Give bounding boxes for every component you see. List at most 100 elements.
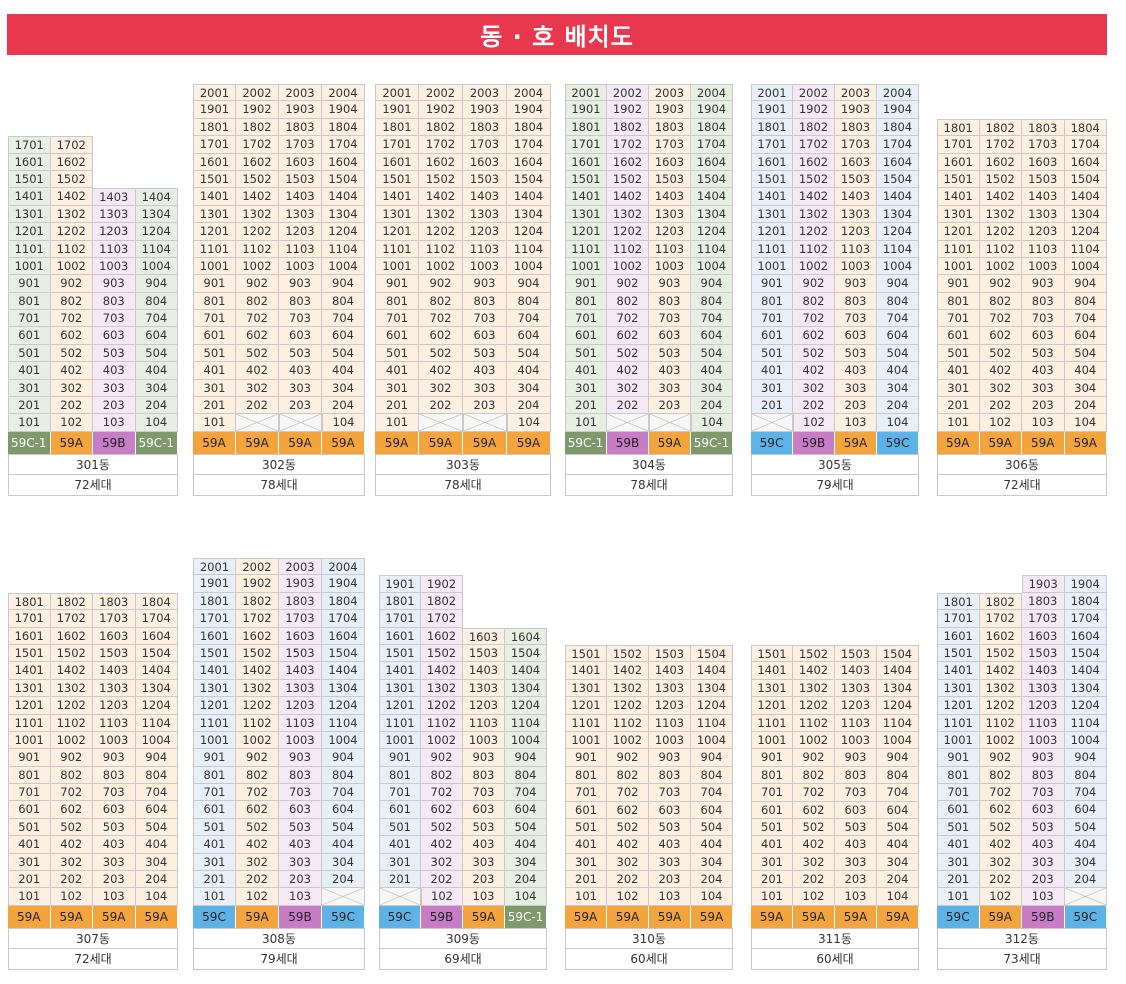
unit-cell: 604: [322, 801, 365, 819]
unit-cell: 704: [877, 784, 919, 802]
unit-cell: 1302: [979, 679, 1022, 698]
unit-cell: 1201: [193, 223, 236, 241]
unit-cell: 702: [50, 784, 93, 802]
unit-cell: 1701: [8, 610, 51, 628]
unit-cell: 901: [375, 275, 419, 293]
unit-cell: 1404: [322, 188, 365, 206]
unit-cell: 104: [691, 888, 733, 906]
unit-cell: 301: [751, 853, 793, 872]
unit-cell: 1503: [835, 170, 877, 189]
unit-cell: 1803: [463, 118, 507, 137]
unit-cell: 1004: [322, 731, 365, 750]
unit-cell: 1202: [607, 223, 649, 241]
unit-cell: 2003: [279, 84, 322, 102]
unit-cell: 304: [1064, 853, 1107, 872]
unit-cell: 604: [507, 327, 551, 345]
unit-cell: 901: [937, 749, 980, 767]
unit-cell: 202: [236, 871, 279, 889]
empty-cell: [505, 610, 547, 627]
unit-cell: 1103: [835, 714, 877, 732]
unit-cell: 1202: [419, 223, 463, 241]
unit-cell: 1303: [1022, 679, 1065, 698]
unit-cell: 301: [565, 853, 607, 872]
unit-cell: 604: [691, 801, 733, 819]
unit-cell: 701: [8, 784, 51, 802]
unit-cell: 1201: [751, 697, 793, 715]
unit-cell: 602: [979, 801, 1022, 819]
unit-grid: 1501 1502 1503 1504 1401 1402 1403 1404 1301 1302…: [751, 645, 919, 906]
unit-cell: 1501: [937, 170, 980, 189]
unit-cell: 1304: [1064, 679, 1107, 698]
empty-cell: [51, 101, 94, 118]
unit-cell: 1802: [421, 592, 463, 611]
unit-cell: 1801: [937, 592, 980, 611]
unit-cell: 801: [751, 766, 793, 785]
unit-cell: 1604: [1064, 627, 1107, 645]
unit-cell: 104: [1064, 414, 1107, 432]
unit-type-badge: 59A: [937, 431, 980, 454]
empty-cell: [93, 171, 136, 188]
unit-cell: 501: [193, 344, 236, 363]
unit-cell: 503: [1022, 818, 1065, 837]
unit-cell: 1901: [193, 101, 236, 119]
unit-cell: 1904: [507, 101, 551, 119]
unit-cell: 202: [607, 397, 649, 415]
building-303: 2001 2002 2003 2004 1901 1902 1903 1904 1801 1802…: [375, 84, 551, 496]
unit-cell: 1603: [1022, 153, 1065, 171]
unit-cell: 1204: [135, 223, 178, 241]
unit-cell: 803: [1022, 292, 1065, 311]
unit-cell: 1004: [1064, 731, 1107, 750]
unit-cell: 203: [93, 397, 136, 415]
unit-cell: 1302: [793, 205, 835, 224]
unit-cell: 503: [279, 344, 322, 363]
unit-cell: 301: [751, 379, 793, 398]
unit-cell: 604: [877, 327, 919, 345]
empty-cell: [937, 575, 980, 592]
unit-cell: 903: [93, 275, 136, 293]
unit-cell: 602: [607, 327, 649, 345]
unit-cell: 202: [419, 397, 463, 415]
unit-cell: 903: [649, 749, 691, 767]
unit-cell: 1102: [419, 240, 463, 258]
unit-cell: 301: [193, 853, 236, 872]
pilotis-cell: [279, 414, 322, 432]
unit-cell: 802: [419, 292, 463, 311]
unit-cell: 1202: [50, 697, 93, 715]
unit-cell: 1301: [937, 205, 980, 224]
unit-cell: 304: [877, 853, 919, 872]
household-count: 79세대: [193, 948, 365, 970]
unit-cell: 502: [421, 818, 463, 837]
unit-cell: 1401: [937, 188, 980, 206]
unit-cell: 704: [505, 784, 547, 802]
unit-cell: 904: [322, 749, 365, 767]
pilotis-cell: [236, 414, 279, 432]
unit-cell: 701: [937, 784, 980, 802]
unit-cell: 1101: [937, 240, 980, 258]
unit-cell: 301: [937, 379, 980, 398]
unit-cell: 1002: [793, 257, 835, 276]
unit-cell: 1101: [193, 714, 236, 732]
unit-cell: 404: [507, 362, 551, 380]
unit-cell: 201: [379, 871, 421, 889]
unit-cell: 303: [835, 379, 877, 398]
unit-cell: 903: [835, 749, 877, 767]
unit-cell: 1104: [322, 240, 365, 258]
household-count: 60세대: [565, 948, 733, 970]
unit-cell: 1703: [649, 136, 691, 154]
unit-cell: 1101: [565, 714, 607, 732]
building-302: 2001 2002 2003 2004 1901 1902 1903 1904 1801 1802…: [193, 84, 365, 496]
unit-cell: 1001: [375, 257, 419, 276]
building-304: 2001 2002 2003 2004 1901 1902 1903 1904 1801 1802…: [565, 84, 733, 496]
unit-cell: 1203: [835, 223, 877, 241]
unit-cell: 404: [691, 836, 733, 854]
unit-cell: 704: [691, 784, 733, 802]
unit-cell: 802: [236, 766, 279, 785]
unit-cell: 1201: [751, 223, 793, 241]
unit-cell: 1702: [979, 610, 1022, 628]
unit-cell: 1002: [50, 257, 93, 276]
household-count: 72세대: [937, 474, 1107, 496]
unit-cell: 602: [236, 801, 279, 819]
unit-cell: 602: [607, 801, 649, 819]
unit-cell: 103: [463, 888, 505, 906]
unit-cell: 1104: [135, 240, 178, 258]
